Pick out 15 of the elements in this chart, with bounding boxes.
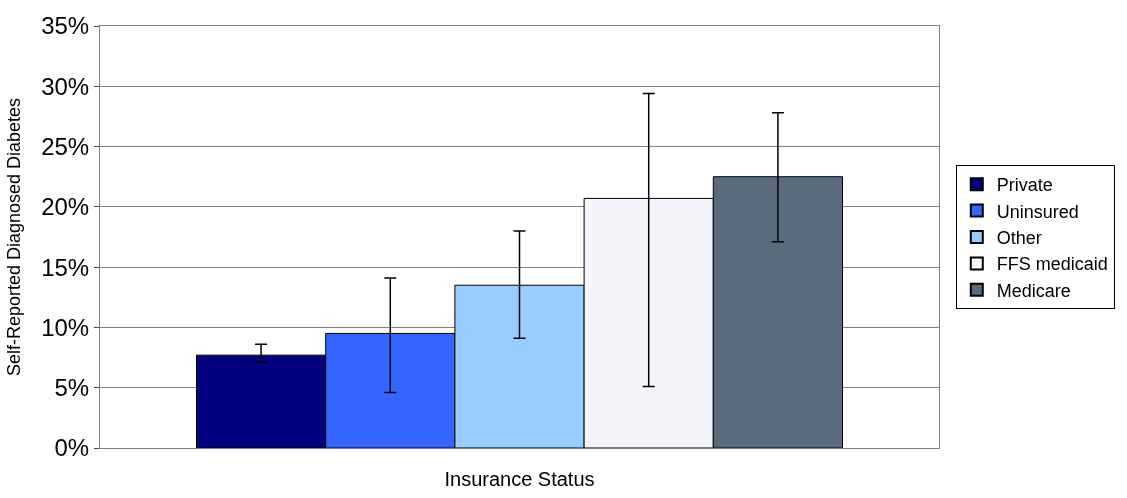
y-tick-label: 20% [41,193,90,221]
legend-label: FFS medicaid [996,254,1108,275]
y-tick-label: 10% [41,313,90,341]
legend-label: Uninsured [996,201,1079,222]
y-tick-label: 25% [41,132,90,160]
legend-label: Private [996,175,1053,196]
y-tick-label: 30% [41,72,90,100]
y-tick-label: 0% [54,434,90,462]
y-axis-title: Self-Reported Diagnosed Diabetes [4,97,25,377]
y-tick-label: 35% [41,12,90,40]
x-axis-title: Insurance Status [444,468,595,491]
legend-label: Other [996,228,1042,249]
y-tick-label: 5% [54,374,90,402]
legend-label: Medicare [996,280,1071,301]
y-tick-label: 15% [41,253,90,281]
